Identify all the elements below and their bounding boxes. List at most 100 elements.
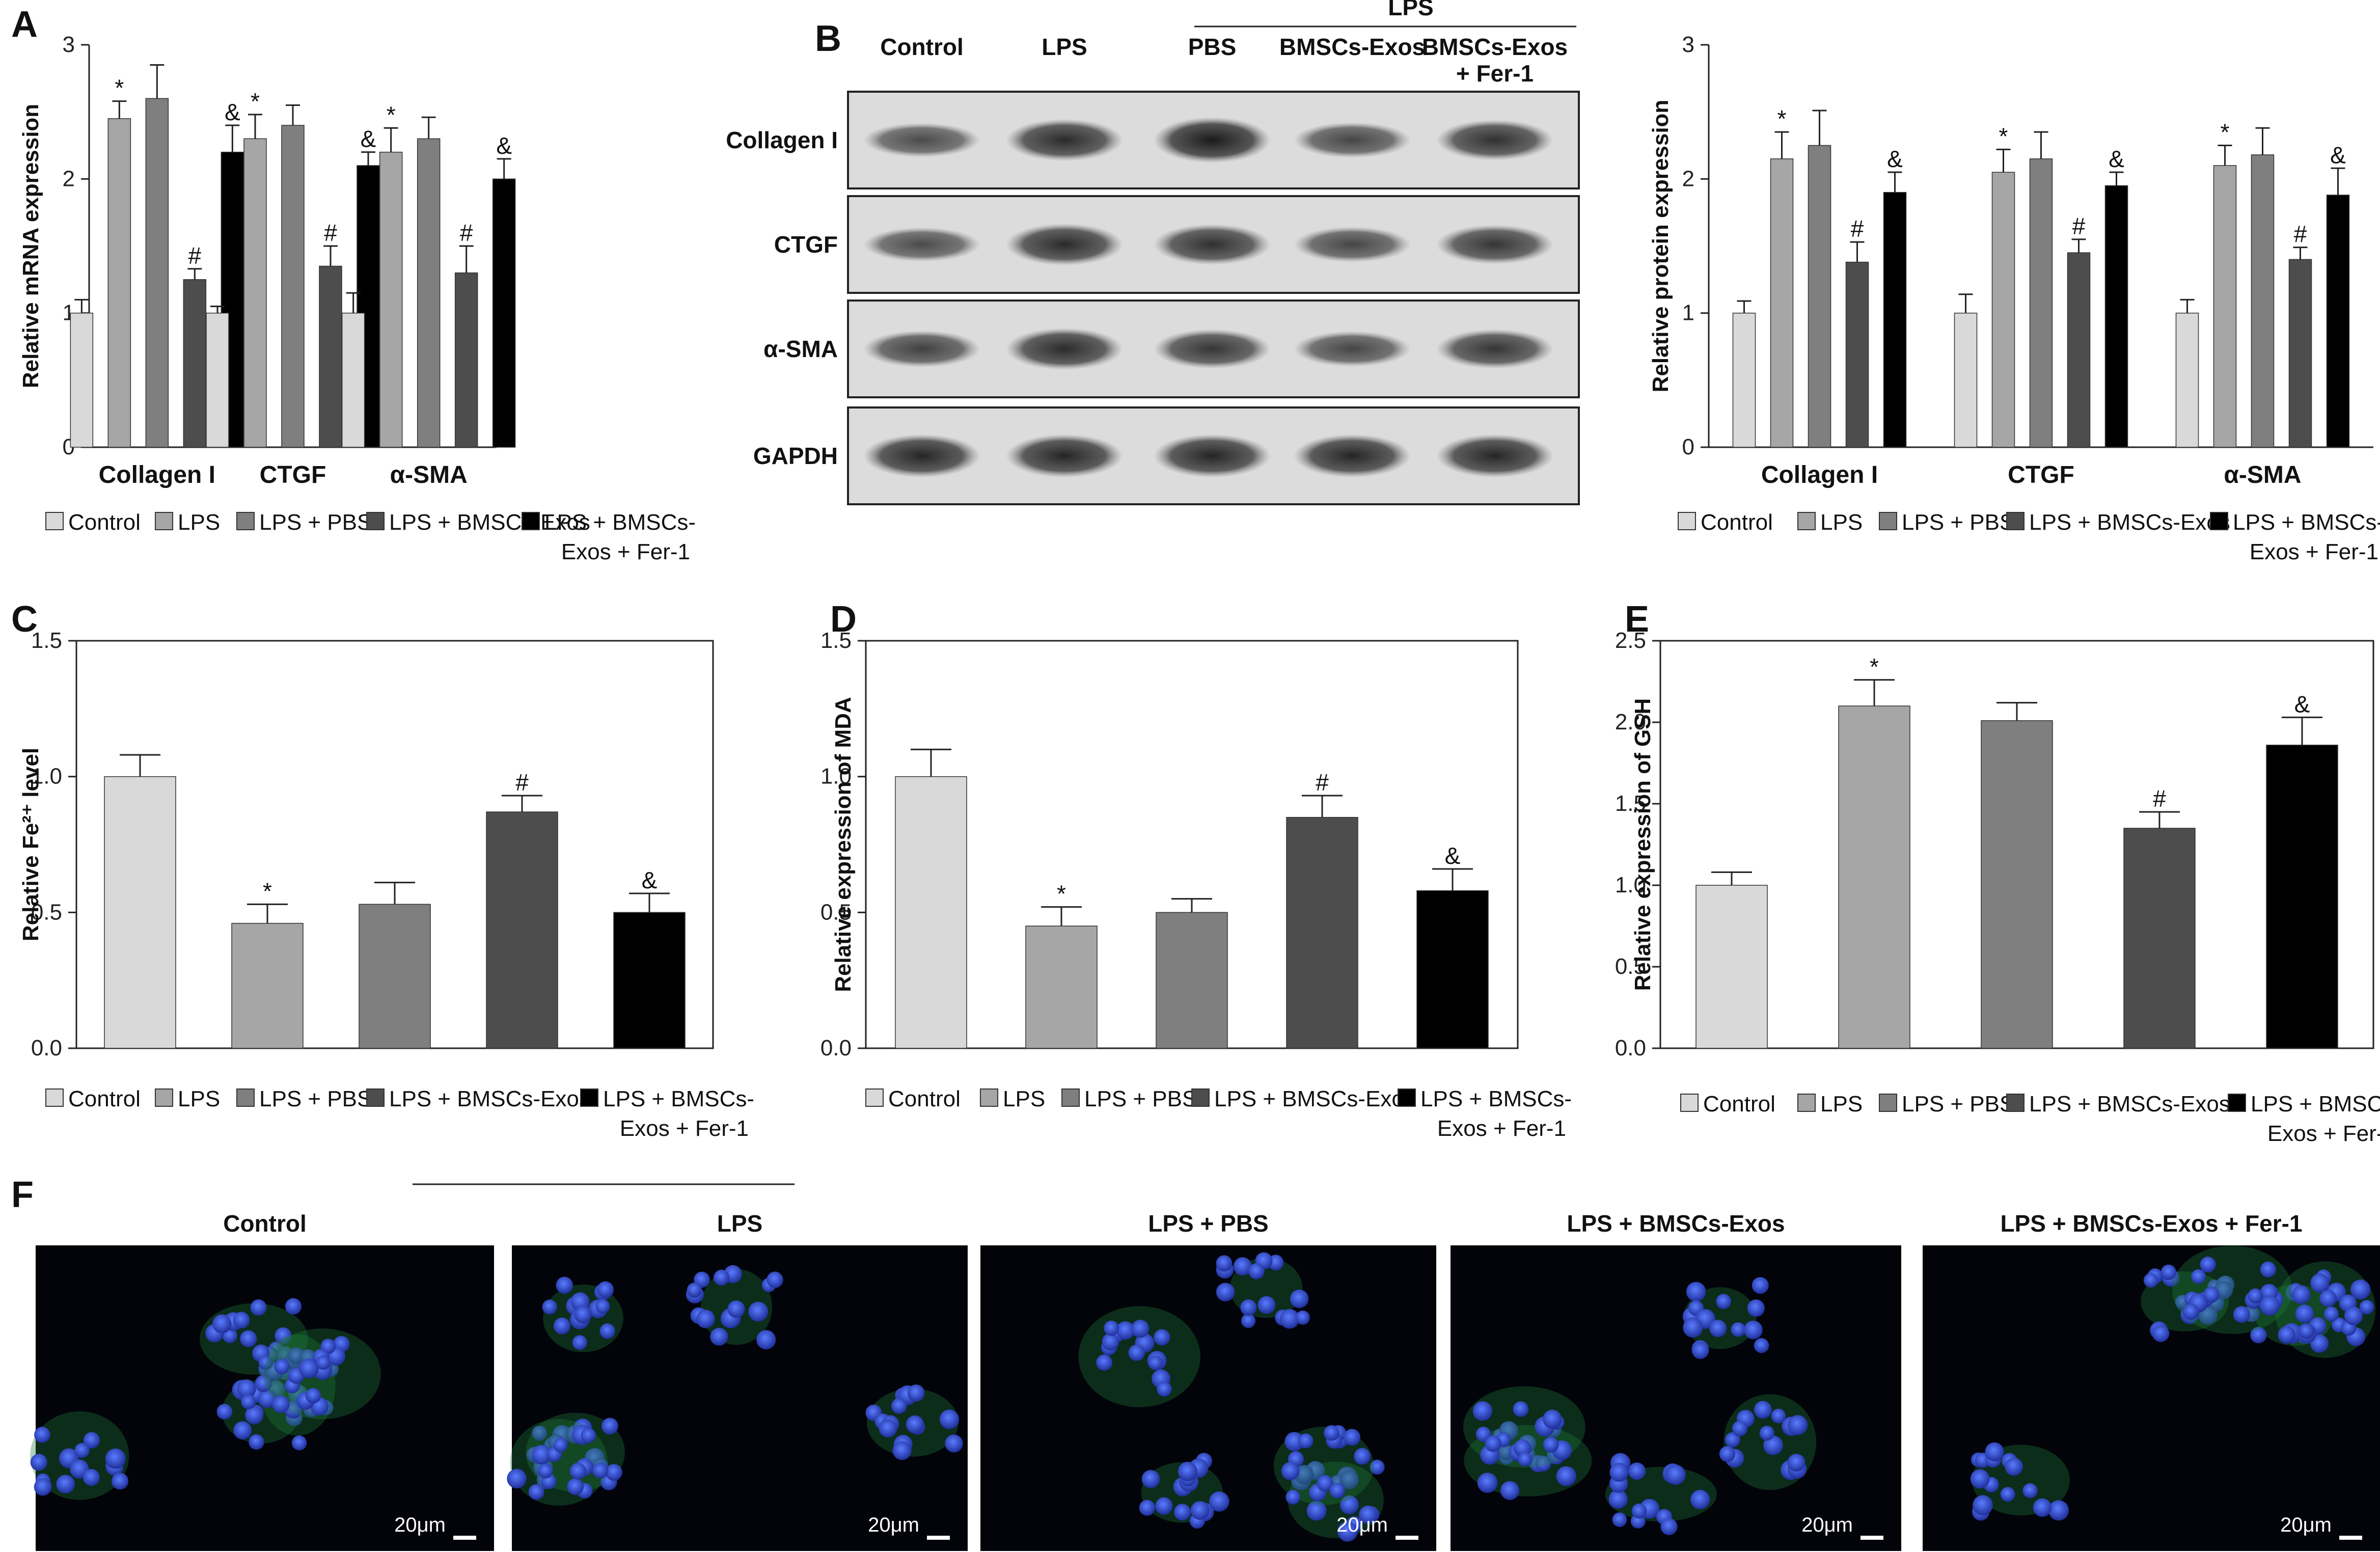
y-tick-label: 0 [1682, 434, 1694, 459]
wb-band-label: GAPDH [753, 443, 838, 469]
nucleus [906, 1415, 924, 1434]
y-tick-label: 0.0 [820, 1036, 852, 1060]
nucleus [727, 1300, 745, 1318]
bar [613, 912, 686, 1049]
nucleus [1339, 1470, 1359, 1489]
nucleus [1518, 1452, 1533, 1467]
legend-label: Control [1703, 1092, 1775, 1117]
nucleus [1281, 1462, 1300, 1481]
nucleus [2250, 1327, 2267, 1344]
nucleus [1329, 1483, 1346, 1499]
scale-bar [2339, 1536, 2362, 1540]
nucleus [1556, 1466, 1576, 1486]
legend-label: Exos + Fer-1 [620, 1116, 749, 1141]
y-tick-label: 2.5 [1615, 628, 1646, 653]
nucleus [83, 1432, 100, 1449]
bar [1991, 172, 2015, 448]
nucleus [1190, 1501, 1210, 1520]
significance-mark: # [2294, 221, 2307, 248]
legend-label: LPS + BMSCs- [1420, 1086, 1572, 1111]
legend-swatch [1678, 512, 1696, 530]
nucleus [1157, 1381, 1172, 1397]
nucleus [2278, 1326, 2296, 1344]
bar [104, 776, 176, 1049]
wb-band [1294, 227, 1411, 262]
bar [1416, 890, 1489, 1049]
nucleus [2344, 1306, 2363, 1325]
legend-swatch [522, 512, 540, 530]
y-tick-label: 1.0 [1615, 873, 1646, 897]
bar [1954, 312, 1978, 448]
nucleus [710, 1327, 728, 1346]
bar [243, 138, 267, 448]
nucleus [2310, 1335, 2329, 1353]
nucleus [553, 1317, 571, 1335]
significance-mark: * [1870, 654, 1879, 680]
nucleus [1104, 1320, 1119, 1336]
nucleus [1535, 1456, 1551, 1472]
legend-swatch [366, 512, 385, 530]
y-tick-label: 1.0 [820, 764, 852, 789]
bar [2104, 185, 2128, 448]
nucleus [1359, 1505, 1378, 1524]
legend-swatch [1680, 1094, 1699, 1112]
legend-label: Control [68, 510, 141, 535]
bar [379, 151, 403, 448]
nucleus [285, 1298, 302, 1315]
wb-band [863, 330, 980, 368]
panel-label-b: B [815, 18, 841, 59]
y-axis-label: Relative Fe²⁺ level [18, 748, 43, 941]
scale-bar [453, 1536, 476, 1540]
wb-column-label: BMSCs-Exos [1422, 34, 1568, 60]
nucleus [274, 1358, 290, 1374]
bar [1695, 885, 1768, 1049]
nucleus [1744, 1320, 1763, 1340]
legend-swatch [155, 512, 173, 530]
nucleus [34, 1427, 50, 1443]
y-tick-label: 0.5 [31, 900, 62, 924]
nucleus [1709, 1319, 1727, 1338]
nucleus [572, 1335, 587, 1350]
bar [145, 98, 169, 448]
wb-column-label: BMSCs-Exos [1279, 34, 1425, 60]
significance-mark: # [515, 769, 529, 796]
nucleus [2233, 1306, 2250, 1323]
panel-label-c: C [11, 599, 38, 640]
scale-bar [1861, 1536, 1883, 1540]
legend-label: LPS + PBS [1902, 1092, 2014, 1117]
wb-band-label: CTGF [774, 231, 838, 258]
y-axis-label: Relative expression of GSH [1630, 698, 1655, 991]
nucleus [2191, 1269, 2206, 1284]
nucleus [532, 1425, 547, 1441]
chart-e-gsh: 0.0 0.5 1.0 1.5 2.0 2.5 Relative expression of… [1615, 628, 2380, 1146]
nucleus [553, 1437, 568, 1452]
bar [1838, 705, 1910, 1049]
bar [2029, 158, 2053, 448]
wb-band [1006, 328, 1123, 370]
nucleus [713, 1269, 730, 1286]
significance-mark: # [188, 242, 202, 269]
nucleus [2319, 1290, 2337, 1307]
legend-swatch [155, 1088, 173, 1107]
nucleus [879, 1419, 897, 1438]
nucleus [2359, 1300, 2374, 1315]
nucleus [74, 1442, 90, 1458]
wb-column-label: Control [880, 34, 964, 60]
nucleus [1096, 1354, 1113, 1371]
nucleus [2260, 1261, 2277, 1278]
nucleus [233, 1312, 250, 1329]
nucleus [1139, 1500, 1155, 1516]
wb-band [863, 123, 980, 157]
nucleus [275, 1327, 292, 1345]
significance-mark: # [1316, 769, 1329, 796]
y-tick-label: 2 [63, 166, 75, 191]
nucleus [1500, 1481, 1520, 1500]
nucleus [1608, 1489, 1628, 1509]
y-tick-label: 0.5 [820, 900, 852, 924]
wb-column-label: LPS [1042, 34, 1087, 60]
nucleus [1131, 1320, 1150, 1338]
nucleus [696, 1310, 715, 1328]
scale-bar-label: 20μm [868, 1514, 919, 1536]
wb-band [863, 434, 980, 478]
significance-mark: & [1445, 842, 1461, 869]
